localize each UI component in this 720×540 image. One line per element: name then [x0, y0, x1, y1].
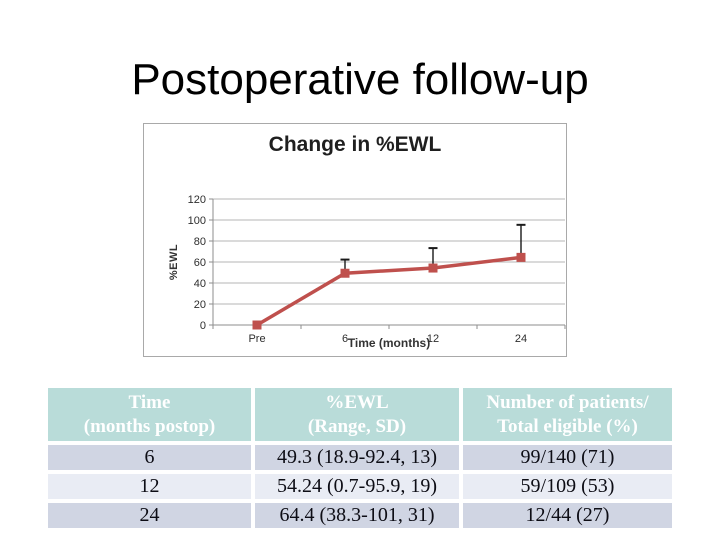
- table-cell: 99/140 (71): [463, 445, 672, 470]
- data-point-marker: [516, 252, 526, 262]
- y-tick-label: 80: [194, 236, 206, 248]
- y-tick-label: 0: [200, 320, 206, 332]
- slide-title: Postoperative follow-up: [131, 55, 589, 104]
- x-category-label: 24: [515, 333, 527, 345]
- table-cell: 12/44 (27): [463, 503, 672, 528]
- table-cell: 59/109 (53): [463, 474, 672, 499]
- x-axis-title: Time (months): [347, 336, 431, 350]
- followup-table: Time (months postop) %EWL (Range, SD) Nu…: [48, 388, 672, 528]
- data-point-marker: [252, 320, 262, 330]
- table-cell: 54.24 (0.7-95.9, 19): [255, 474, 459, 499]
- y-tick-label: 60: [194, 257, 206, 269]
- y-tick-label: 40: [194, 278, 206, 290]
- table-cell: 64.4 (38.3-101, 31): [255, 503, 459, 528]
- series-line: [256, 255, 522, 327]
- x-category-label: 6: [342, 333, 348, 345]
- table-cell: 6: [48, 445, 251, 470]
- line-chart: 0 20 40 60 80 100 120 Pre 6 12 24: [188, 194, 566, 345]
- y-tick-label: 20: [194, 299, 206, 311]
- table-cell: 12: [48, 474, 251, 499]
- chart-title: Change in %EWL: [268, 133, 442, 156]
- x-category-label: Pre: [248, 333, 265, 345]
- table-cell: 24: [48, 503, 251, 528]
- x-category-label: 12: [427, 333, 439, 345]
- table-header-time: Time (months postop): [48, 388, 251, 441]
- table-header-ewl: %EWL (Range, SD): [255, 388, 459, 441]
- y-tick-label: 120: [188, 194, 206, 206]
- table-cell: 49.3 (18.9-92.4, 13): [255, 445, 459, 470]
- table-header-patients: Number of patients/ Total eligible (%): [463, 388, 672, 441]
- data-point-marker: [340, 268, 350, 278]
- chart-panel: Change in %EWL %EWL Time (months) 0 20 40 6…: [143, 123, 567, 357]
- y-tick-label: 100: [188, 215, 206, 227]
- data-point-marker: [428, 263, 438, 273]
